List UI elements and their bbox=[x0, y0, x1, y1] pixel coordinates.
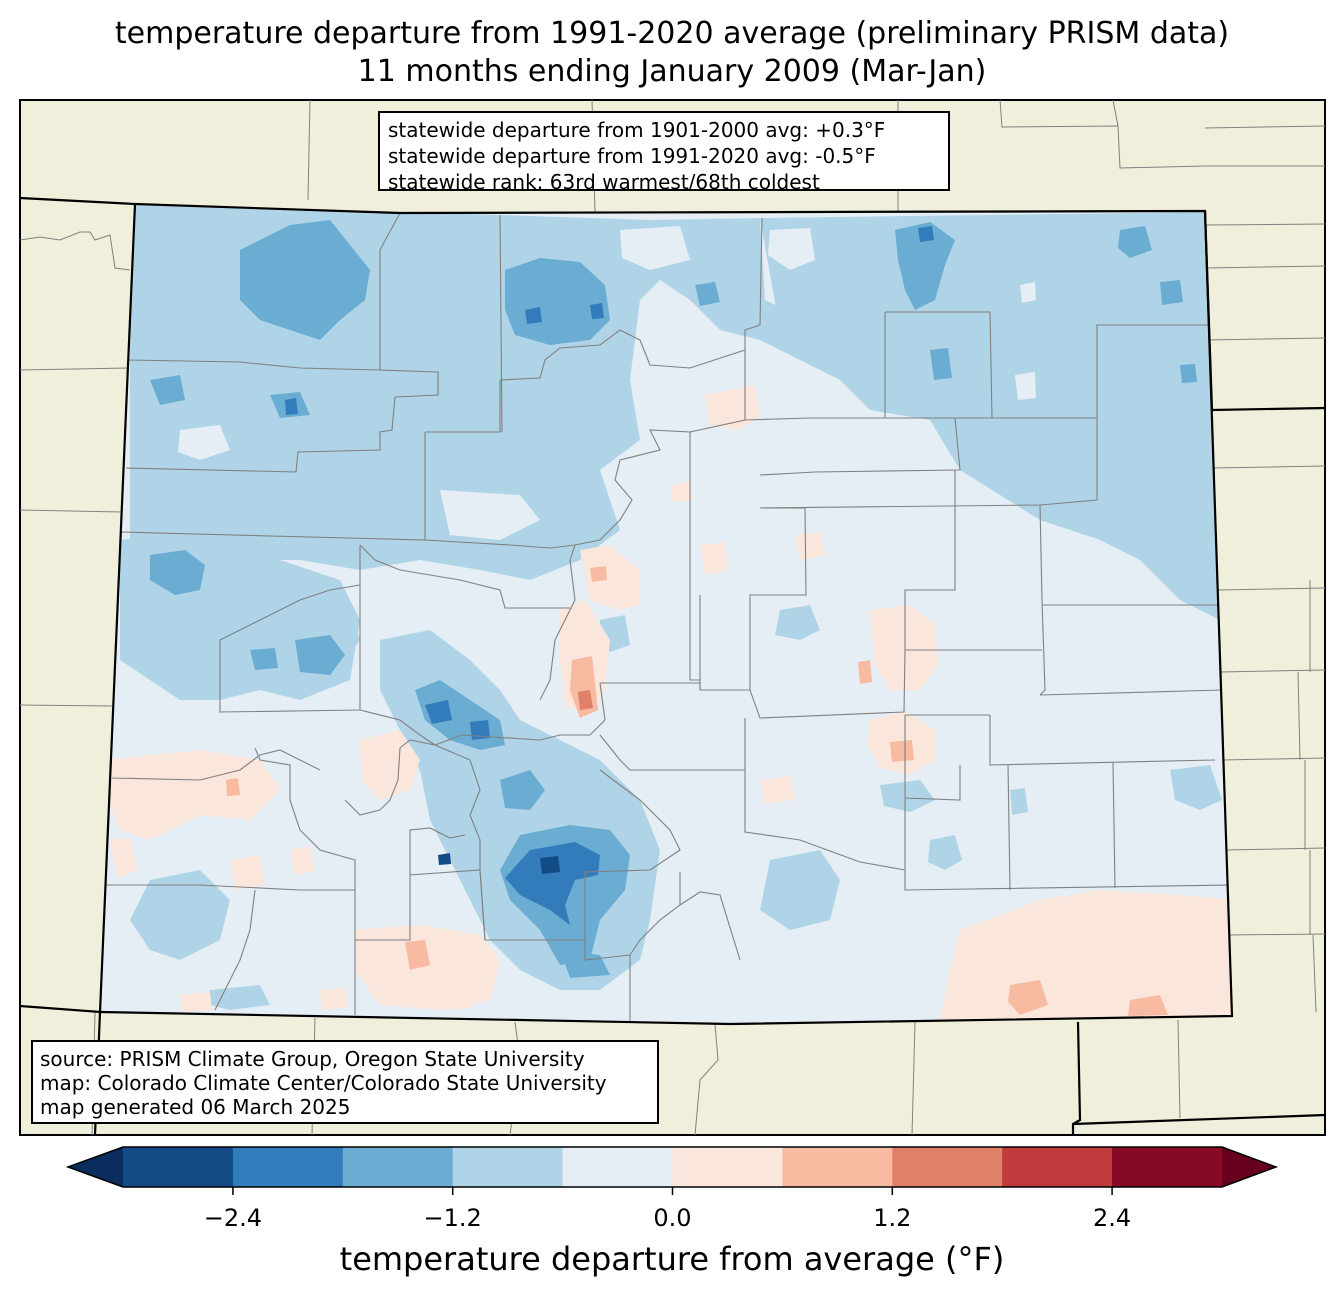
colorbar bbox=[65, 1146, 1279, 1195]
colorbar-segment bbox=[232, 1147, 344, 1187]
colorbar-tick-label: −2.4 bbox=[203, 1204, 263, 1232]
colorbar-segment bbox=[782, 1147, 893, 1187]
colorbar-segment bbox=[1112, 1147, 1223, 1187]
colorbar-tick-label: 2.4 bbox=[1093, 1204, 1132, 1232]
statewide-stats-box: statewide departure from 1901-2000 avg: … bbox=[378, 111, 950, 194]
colorbar-outline bbox=[65, 1146, 1279, 1188]
colorbar-tick-label: −1.2 bbox=[423, 1204, 482, 1232]
temperature-field bbox=[100, 204, 1232, 1024]
map-credit-line: map: Colorado Climate Center/Colorado St… bbox=[40, 1071, 607, 1095]
colorbar-segment bbox=[672, 1147, 783, 1187]
stat-departure-1901-2000: statewide departure from 1901-2000 avg: … bbox=[388, 118, 886, 142]
colorbar-over-arrow bbox=[1222, 1147, 1276, 1187]
map-subtitle: 11 months ending January 2009 (Mar-Jan) bbox=[357, 54, 987, 89]
colorbar-segment bbox=[562, 1147, 673, 1187]
map-title: temperature departure from 1991-2020 ave… bbox=[114, 16, 1230, 51]
colorbar-segment bbox=[452, 1147, 564, 1187]
colorbar-under-arrow bbox=[68, 1147, 123, 1187]
source-line: source: PRISM Climate Group, Oregon Stat… bbox=[40, 1047, 585, 1071]
map-generated-line: map generated 06 March 2025 bbox=[40, 1095, 351, 1119]
county-lines bbox=[104, 212, 1232, 1022]
colorbar-tick-label: 0.0 bbox=[653, 1204, 692, 1232]
colorbar-segment bbox=[892, 1147, 1003, 1187]
colorbar-label: temperature departure from average (°F) bbox=[339, 1240, 1005, 1278]
colorbar-segment bbox=[1002, 1147, 1113, 1187]
colorbar-segment bbox=[123, 1147, 234, 1187]
stat-departure-1991-2020: statewide departure from 1991-2020 avg: … bbox=[388, 144, 876, 168]
stat-rank: statewide rank: 63rd warmest/68th coldes… bbox=[388, 170, 820, 194]
colorbar-tick-label: 1.2 bbox=[873, 1204, 912, 1232]
colorbar-segment bbox=[342, 1147, 454, 1187]
source-box: source: PRISM Climate Group, Oregon Stat… bbox=[31, 1040, 659, 1124]
